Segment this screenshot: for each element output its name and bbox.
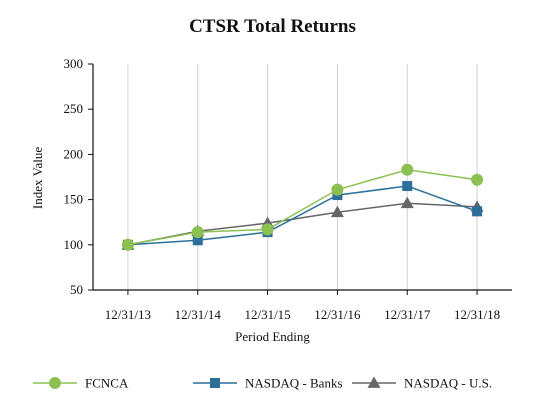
- legend-label: FCNCA: [85, 376, 129, 391]
- legend-label: NASDAQ - Banks: [245, 376, 343, 391]
- y-axis-label: Index Value: [30, 147, 45, 209]
- axes: [92, 64, 512, 291]
- data-point-fcnca: [191, 226, 204, 239]
- y-tick-labels: 50 100 150 200 250 300: [64, 56, 93, 297]
- y-tick-label: 250: [64, 101, 84, 116]
- y-tick-label: 150: [64, 192, 84, 207]
- data-point-nasdaq-banks: [402, 181, 413, 192]
- legend-marker: [49, 377, 61, 389]
- legend-item-nasdaq-banks: NASDAQ - Banks: [193, 376, 343, 391]
- legend-marker: [367, 376, 381, 388]
- y-tick-label: 300: [64, 56, 84, 71]
- legend-label: NASDAQ - U.S.: [404, 376, 492, 391]
- chart-title: CTSR Total Returns: [189, 16, 356, 37]
- data-point-fcnca: [261, 223, 274, 236]
- x-tick-labels: 12/31/13 12/31/14 12/31/15 12/31/16 12/31/17…: [105, 290, 500, 322]
- y-tick-label: 50: [70, 282, 83, 297]
- data-point-nasdaq-u-s-: [330, 205, 344, 218]
- data-series: [121, 163, 484, 251]
- legend: FCNCA NASDAQ - Banks NASDAQ - U.S.: [33, 376, 492, 391]
- data-point-nasdaq-banks: [192, 235, 203, 246]
- data-point-nasdaq-u-s-: [400, 196, 414, 209]
- y-tick-label: 200: [64, 146, 84, 161]
- x-tick-label: 12/31/13: [105, 307, 151, 322]
- x-tick-label: 12/31/15: [244, 307, 290, 322]
- data-point-fcnca: [331, 183, 344, 196]
- data-point-fcnca: [471, 173, 484, 186]
- legend-marker: [210, 378, 220, 388]
- data-point-nasdaq-banks: [472, 206, 483, 217]
- x-tick-label: 12/31/17: [384, 307, 431, 322]
- data-point-fcnca: [401, 163, 414, 176]
- series-line-nasdaq-banks: [127, 185, 478, 246]
- data-point-fcnca: [121, 238, 134, 251]
- x-tick-label: 12/31/16: [314, 307, 361, 322]
- legend-item-nasdaq-u-s-: NASDAQ - U.S.: [352, 376, 492, 391]
- y-tick-label: 100: [64, 237, 84, 252]
- x-tick-label: 12/31/14: [175, 307, 222, 322]
- x-axis-label: Period Ending: [235, 329, 310, 344]
- series-line-fcnca: [127, 169, 478, 246]
- x-tick-label: 12/31/18: [454, 307, 500, 322]
- grid-lines: [127, 64, 478, 290]
- legend-item-fcnca: FCNCA: [33, 376, 129, 391]
